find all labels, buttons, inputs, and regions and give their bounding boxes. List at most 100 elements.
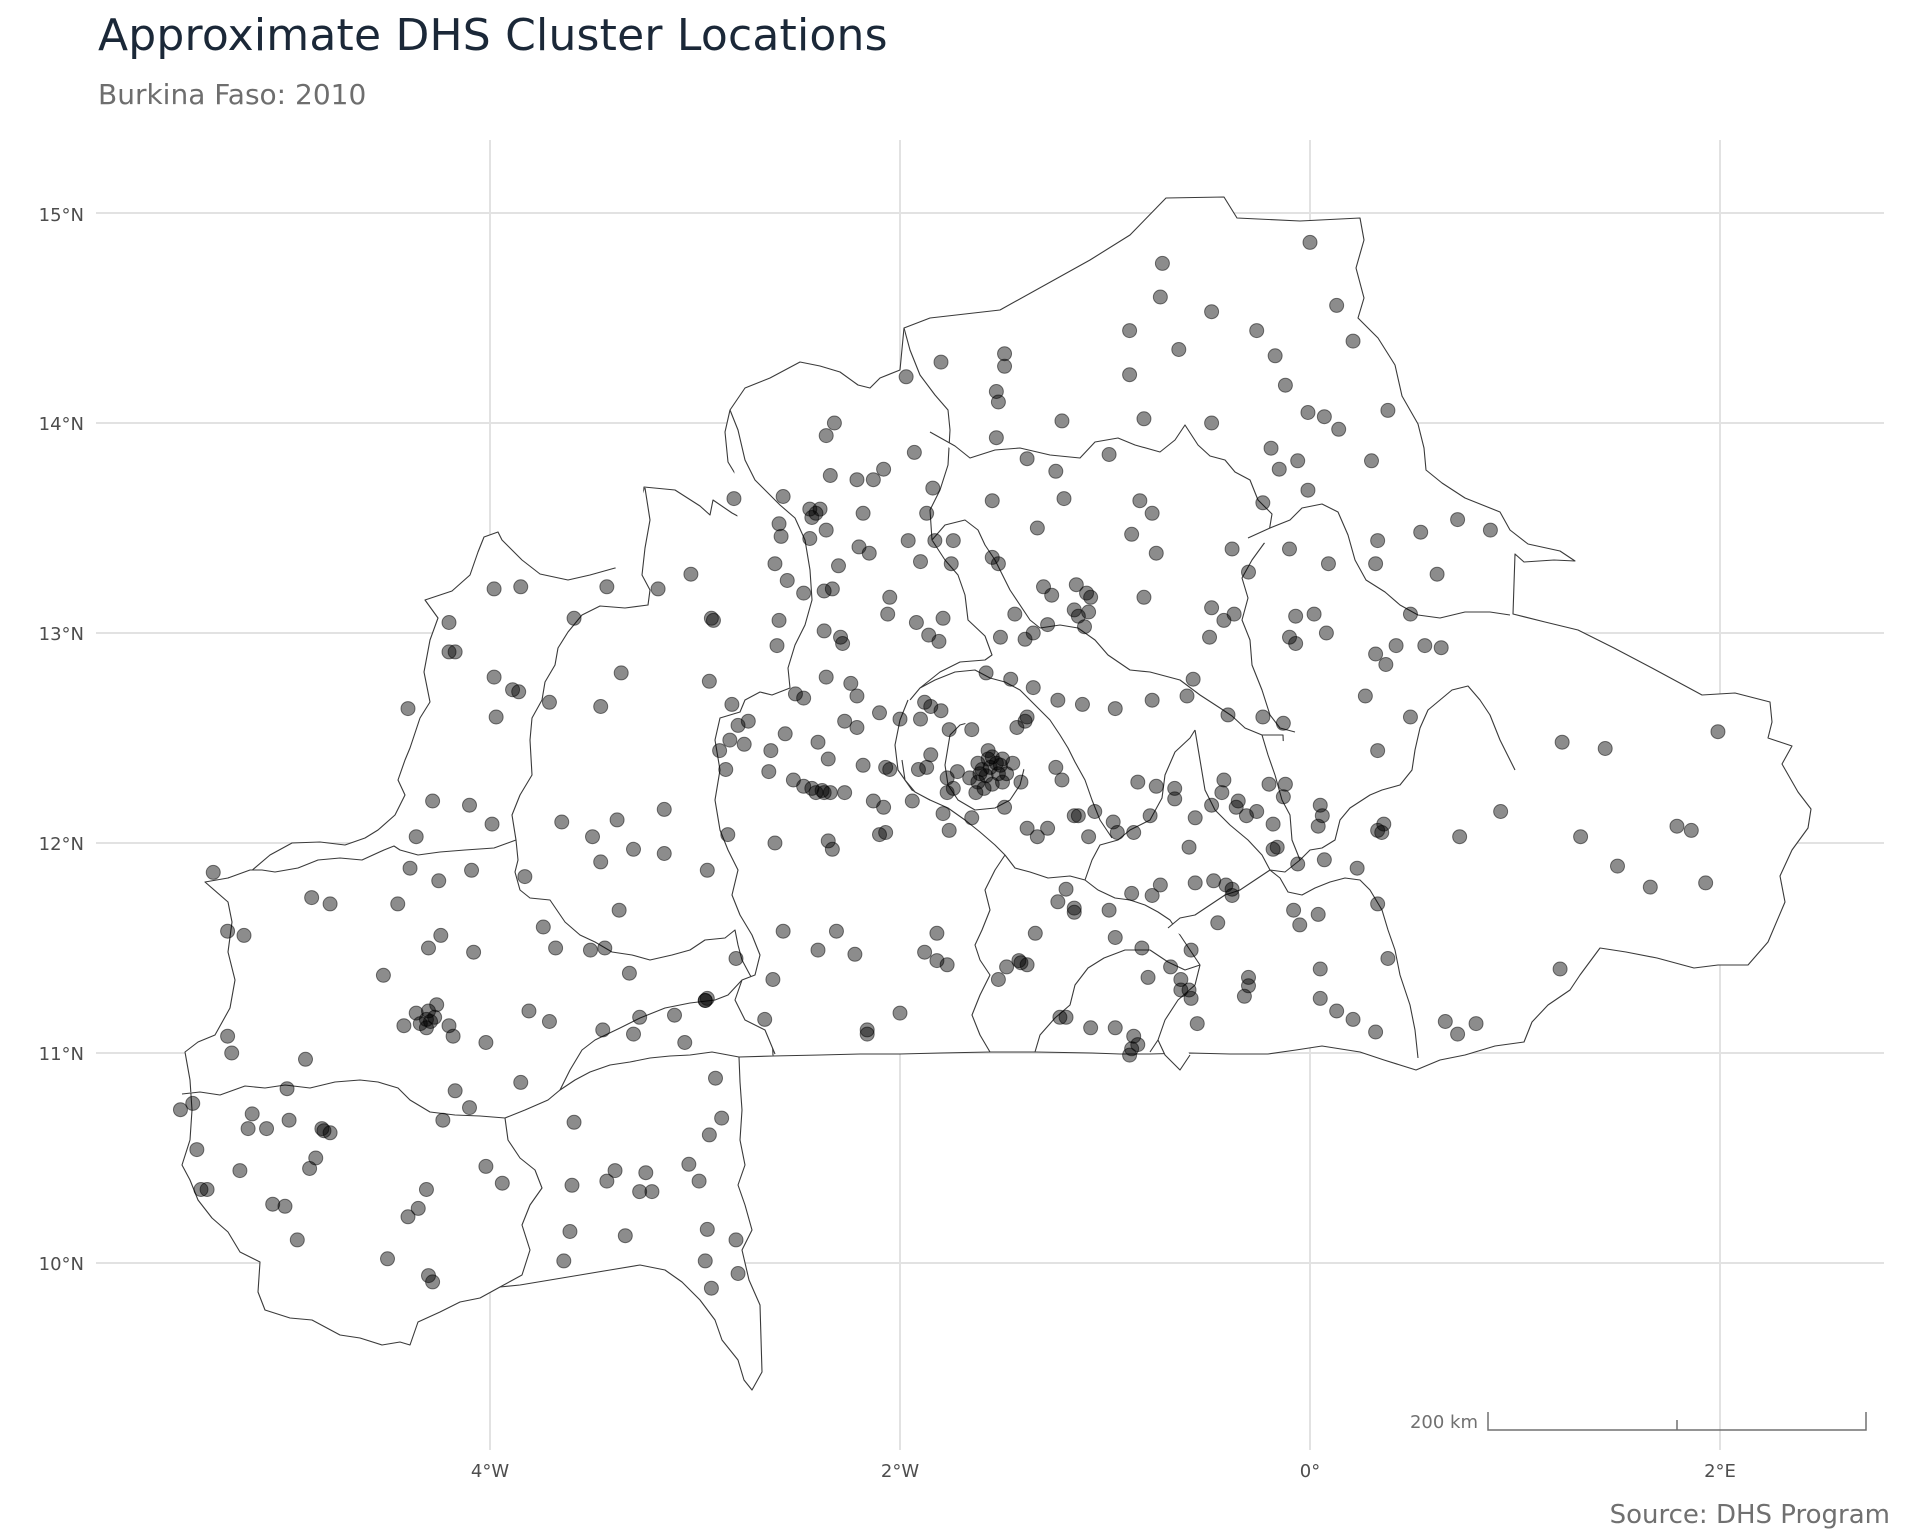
cluster-point [935,610,951,626]
cluster-point [304,890,320,906]
cluster-point [408,1005,424,1021]
cluster-point [396,1018,412,1034]
cluster-point [1452,829,1468,845]
cluster-point [724,696,740,712]
cluster-point [1019,451,1035,467]
cluster-point [1224,541,1240,557]
cluster-point [220,923,236,939]
cluster-point [1450,512,1466,528]
cluster-point [390,896,406,912]
cluster-point [1068,577,1084,593]
cluster-point [1126,1028,1142,1044]
cluster-point [435,1112,451,1128]
cluster-point [992,629,1008,645]
cluster-point [1013,774,1029,790]
cluster-point [562,1224,578,1239]
cluster-point [400,701,416,717]
cluster-point [1271,461,1287,477]
cluster-point [1126,825,1142,840]
cluster-point [638,1165,654,1181]
cluster-point [609,812,625,828]
cluster-point [441,615,457,630]
axis-labels: 4°W 2°W 0° 2°E 10°N 11°N 12°N 13°N 14°N … [39,205,1736,1482]
cluster-point [585,829,600,845]
region-boundary-center-west [511,487,651,841]
cluster-point [1368,1024,1384,1040]
cluster-point [1050,894,1066,910]
cluster-point [855,505,871,521]
cluster-point [765,972,781,987]
cluster-point [1087,804,1103,819]
cluster-point [566,1114,582,1130]
cluster-point [1204,600,1220,616]
cluster-point [1238,808,1254,824]
cluster-point [1058,881,1074,897]
cluster-point [205,864,221,880]
cluster-point [189,1142,205,1158]
cluster-point [730,717,746,733]
cluster-point [199,1182,215,1197]
cluster-point [964,722,980,738]
cluster-point [681,1156,697,1172]
cluster-point [1364,453,1379,469]
cluster-point [683,566,699,582]
cluster-point [1236,988,1252,1004]
cluster-point [1275,789,1291,805]
cluster-point [1255,495,1271,511]
cluster-point [976,780,992,796]
cluster-point [1132,493,1148,509]
cluster-point [1220,707,1236,723]
cluster-point [705,612,721,628]
cluster-point [828,923,844,939]
lat-tick-label: 10°N [39,1254,84,1275]
cluster-point [808,785,824,801]
cluster-point [1318,625,1334,641]
cluster-point [822,468,838,483]
cluster-point [1179,688,1195,704]
cluster-point [632,1184,648,1200]
region-boundaries [181,196,1812,1391]
cluster-point [511,684,527,700]
lat-tick-label: 15°N [39,205,84,226]
cluster-point [1070,808,1086,824]
cluster-point [865,472,881,488]
cluster-point [712,743,728,759]
cluster-point [1482,522,1498,538]
cluster-point [1066,900,1082,916]
cluster-point [607,1163,623,1179]
cluster-point [1402,606,1418,622]
cluster-point [943,556,959,572]
cluster-point [1167,791,1183,807]
lon-tick-label: 4°W [471,1461,509,1482]
scale-bar-label: 200 km [1410,1412,1478,1433]
cluster-point [1124,885,1140,901]
cluster-point [224,1045,240,1061]
cluster-point [1054,413,1070,429]
cluster-point [728,951,744,966]
cluster-point [599,1173,615,1189]
cluster-point [621,965,637,981]
cluster-point [1017,631,1033,647]
cluster-point [1142,808,1158,824]
cluster-point [418,1020,434,1036]
cluster-point [1050,692,1066,708]
cluster-point [849,472,865,488]
cluster-point [1107,930,1123,945]
cluster-point [244,1106,260,1122]
cluster-point [810,942,826,958]
cluster-point [494,1175,510,1191]
cluster-point [1282,629,1297,645]
cluster-point [1134,940,1150,956]
cluster-point [1122,367,1138,383]
cluster-point [1554,734,1570,750]
cluster-point [289,1232,305,1248]
cluster-point [1136,411,1152,427]
cluster-point [185,1095,201,1111]
cluster-point [1003,671,1019,687]
cluster-point [314,1121,330,1137]
cluster-point [656,846,672,861]
cluster-point [699,990,715,1006]
lat-tick-label: 13°N [39,624,84,645]
region-boundary-centre-sud [971,854,1006,1053]
cluster-point [1316,409,1332,425]
